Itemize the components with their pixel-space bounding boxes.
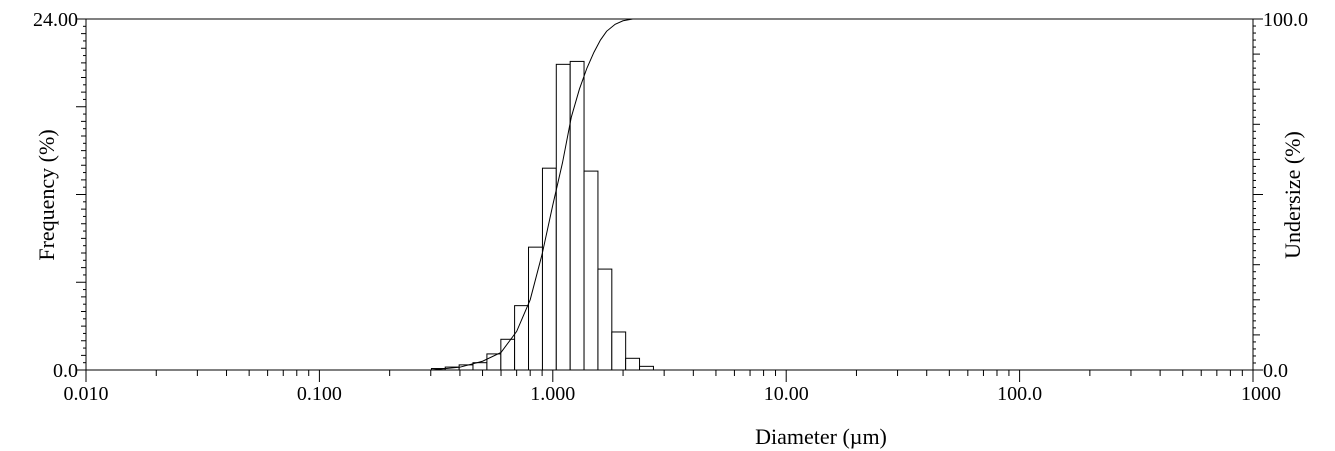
frequency-bar: [555, 63, 571, 371]
y2-tick-label: 0.0: [1263, 360, 1288, 382]
frequency-bar: [597, 268, 613, 371]
axis-ticks: [76, 18, 1263, 382]
frequency-bar: [472, 362, 488, 371]
x-tick-label: 0.010: [64, 383, 109, 405]
x-tick-label: 10.00: [764, 383, 809, 405]
plot-frame: [85, 18, 1254, 371]
x-axis-title: Diameter (µm): [755, 424, 887, 449]
undersize-curve: [430, 18, 1253, 371]
frequency-bar: [569, 60, 585, 371]
y-axis-title: Frequency (%): [34, 129, 59, 260]
frequency-bar: [583, 170, 599, 371]
x-tick-label: 1.000: [530, 383, 575, 405]
frequency-bar: [611, 331, 627, 371]
x-tick-label: 1000: [1241, 383, 1281, 405]
frequency-bar: [514, 305, 530, 371]
y2-axis-title: Undersize (%): [1280, 131, 1305, 259]
frequency-bar: [528, 246, 543, 371]
y-tick-label: 24.00: [33, 9, 78, 31]
frequency-bars: [430, 60, 654, 371]
y2-tick-label: 100.0: [1263, 9, 1308, 31]
x-tick-label: 100.0: [997, 383, 1042, 405]
frequency-bar: [639, 365, 654, 371]
tick-labels: 0.010 0.100 1.000 10.00 100.0 10000.024.000.0…: [33, 9, 1308, 405]
x-tick-label: 0.100: [297, 383, 342, 405]
frequency-bar: [625, 357, 641, 371]
y-tick-label: 0.0: [53, 360, 78, 382]
